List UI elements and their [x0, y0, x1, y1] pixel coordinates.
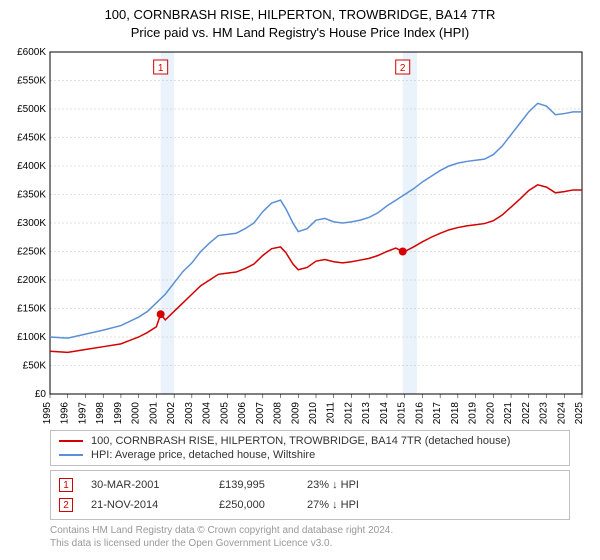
- title-line-2: Price paid vs. HM Land Registry's House …: [6, 24, 594, 42]
- svg-text:2020: 2020: [485, 402, 496, 424]
- svg-text:2025: 2025: [574, 402, 585, 424]
- svg-text:£200K: £200K: [17, 275, 46, 286]
- sale-row: 1 30-MAR-2001 £139,995 23% ↓ HPI: [59, 475, 561, 495]
- svg-text:2018: 2018: [450, 402, 461, 424]
- svg-text:2016: 2016: [414, 402, 425, 424]
- svg-text:2010: 2010: [308, 402, 319, 424]
- footer-line-1: Contains HM Land Registry data © Crown c…: [50, 524, 570, 537]
- svg-text:2004: 2004: [202, 402, 213, 424]
- svg-text:2011: 2011: [326, 402, 337, 424]
- legend-label: HPI: Average price, detached house, Wilt…: [91, 449, 315, 461]
- sale-date: 30-MAR-2001: [91, 479, 201, 491]
- svg-text:£300K: £300K: [17, 218, 46, 229]
- svg-text:2022: 2022: [521, 402, 532, 424]
- svg-text:2006: 2006: [237, 402, 248, 424]
- svg-text:2009: 2009: [290, 402, 301, 424]
- svg-text:1998: 1998: [95, 402, 106, 424]
- sale-row: 2 21-NOV-2014 £250,000 27% ↓ HPI: [59, 495, 561, 515]
- legend-label: 100, CORNBRASH RISE, HILPERTON, TROWBRID…: [91, 435, 510, 447]
- svg-text:2003: 2003: [184, 402, 195, 424]
- legend-row: HPI: Average price, detached house, Wilt…: [59, 448, 561, 462]
- svg-text:1: 1: [158, 63, 164, 74]
- svg-text:1999: 1999: [113, 402, 124, 424]
- svg-text:£350K: £350K: [17, 190, 46, 201]
- sale-price: £139,995: [219, 479, 289, 491]
- svg-text:2014: 2014: [379, 402, 390, 424]
- svg-text:2008: 2008: [273, 402, 284, 424]
- svg-text:2024: 2024: [556, 402, 567, 424]
- svg-text:£0: £0: [35, 389, 47, 400]
- svg-text:£500K: £500K: [17, 104, 46, 115]
- title-line-1: 100, CORNBRASH RISE, HILPERTON, TROWBRID…: [6, 6, 594, 24]
- svg-text:1997: 1997: [77, 402, 88, 424]
- footer-line-2: This data is licensed under the Open Gov…: [50, 537, 570, 550]
- svg-text:1995: 1995: [42, 402, 53, 424]
- sale-date: 21-NOV-2014: [91, 499, 201, 511]
- svg-text:2002: 2002: [166, 402, 177, 424]
- svg-text:2015: 2015: [397, 402, 408, 424]
- legend: 100, CORNBRASH RISE, HILPERTON, TROWBRID…: [50, 430, 570, 466]
- footer-attribution: Contains HM Land Registry data © Crown c…: [50, 524, 570, 550]
- sale-price: £250,000: [219, 499, 289, 511]
- price-chart: £0 £50K £100K £150K £200K £250K £300K £350K £400…: [6, 44, 594, 424]
- svg-text:2012: 2012: [343, 402, 354, 424]
- svg-text:£400K: £400K: [17, 161, 46, 172]
- svg-text:£550K: £550K: [17, 76, 46, 87]
- legend-row: 100, CORNBRASH RISE, HILPERTON, TROWBRID…: [59, 434, 561, 448]
- page: 100, CORNBRASH RISE, HILPERTON, TROWBRID…: [0, 0, 600, 556]
- svg-text:£250K: £250K: [17, 247, 46, 258]
- svg-text:2: 2: [400, 63, 406, 74]
- legend-swatch: [59, 440, 83, 442]
- svg-text:2013: 2013: [361, 402, 372, 424]
- svg-text:2017: 2017: [432, 402, 443, 424]
- svg-text:2001: 2001: [148, 402, 159, 424]
- svg-text:2005: 2005: [219, 402, 230, 424]
- sales-table: 1 30-MAR-2001 £139,995 23% ↓ HPI 2 21-NOV-201…: [50, 470, 570, 520]
- chart-title: 100, CORNBRASH RISE, HILPERTON, TROWBRID…: [6, 6, 594, 42]
- svg-text:2000: 2000: [131, 402, 142, 424]
- svg-text:2023: 2023: [539, 402, 550, 424]
- legend-swatch: [59, 454, 83, 456]
- sale-hpi: 27% ↓ HPI: [307, 499, 387, 511]
- svg-text:2007: 2007: [255, 402, 266, 424]
- svg-text:£450K: £450K: [17, 133, 46, 144]
- svg-text:2021: 2021: [503, 402, 514, 424]
- svg-text:1996: 1996: [60, 402, 71, 424]
- sale-marker: 2: [59, 498, 73, 512]
- sale-hpi: 23% ↓ HPI: [307, 479, 387, 491]
- svg-text:£150K: £150K: [17, 304, 46, 315]
- svg-text:£50K: £50K: [23, 361, 47, 372]
- svg-text:2019: 2019: [468, 402, 479, 424]
- svg-text:£600K: £600K: [17, 47, 46, 58]
- svg-text:£100K: £100K: [17, 332, 46, 343]
- sale-marker: 1: [59, 478, 73, 492]
